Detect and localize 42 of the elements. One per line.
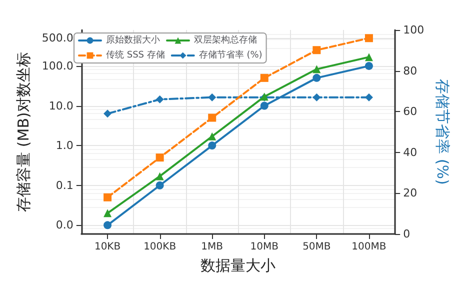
legend-label: 双层架构总存储	[194, 34, 257, 46]
y2-tick-label: 20	[403, 186, 418, 200]
point	[208, 142, 216, 150]
point	[156, 181, 164, 190]
point	[156, 154, 164, 162]
x-tick-label: 10KB	[94, 242, 121, 252]
point	[208, 114, 216, 122]
y-tick-label: 100.0	[42, 59, 74, 72]
point	[312, 46, 321, 54]
legend-label: 传统 SSS 存储	[106, 50, 165, 60]
x-tick-label: 100KB	[144, 242, 176, 252]
point	[104, 193, 112, 202]
point	[364, 34, 373, 42]
y-tick-label: 500.0	[42, 32, 74, 45]
y2-tick-label: 0	[403, 228, 410, 240]
point	[104, 209, 112, 218]
y-tick-label: 1.0	[56, 139, 74, 152]
point	[364, 53, 373, 62]
x-axis-title: 数据量大小	[200, 256, 276, 274]
y-tick-label: 0.1	[56, 178, 74, 192]
point	[156, 172, 164, 180]
y2-tick-label: 80	[403, 64, 418, 78]
point	[260, 102, 268, 110]
point	[312, 65, 321, 74]
y-tick-label: 0.0	[56, 218, 74, 232]
point	[208, 132, 216, 140]
y2-axis-title: 存储节省率 (%)	[434, 79, 452, 185]
point	[312, 74, 321, 82]
y-axis-title: 存储容量 (MB)对数坐标	[14, 52, 32, 212]
x-tick-label: 1MB	[201, 242, 224, 252]
x-tick-label: 50MB	[302, 242, 331, 252]
legend-label: 原始数据大小	[106, 34, 160, 46]
legend-label: 存储节省率 (%)	[198, 50, 262, 60]
y2-tick-label: 100	[403, 24, 424, 36]
x-tick-label: 10MB	[250, 242, 279, 252]
y-tick-label: 10.0	[48, 99, 74, 112]
point	[260, 74, 268, 82]
y2-tick-label: 60	[403, 105, 418, 118]
y2-tick-label: 40	[403, 146, 418, 159]
point	[364, 62, 373, 70]
x-tick-label: 100MB	[352, 242, 386, 252]
point	[104, 221, 112, 230]
